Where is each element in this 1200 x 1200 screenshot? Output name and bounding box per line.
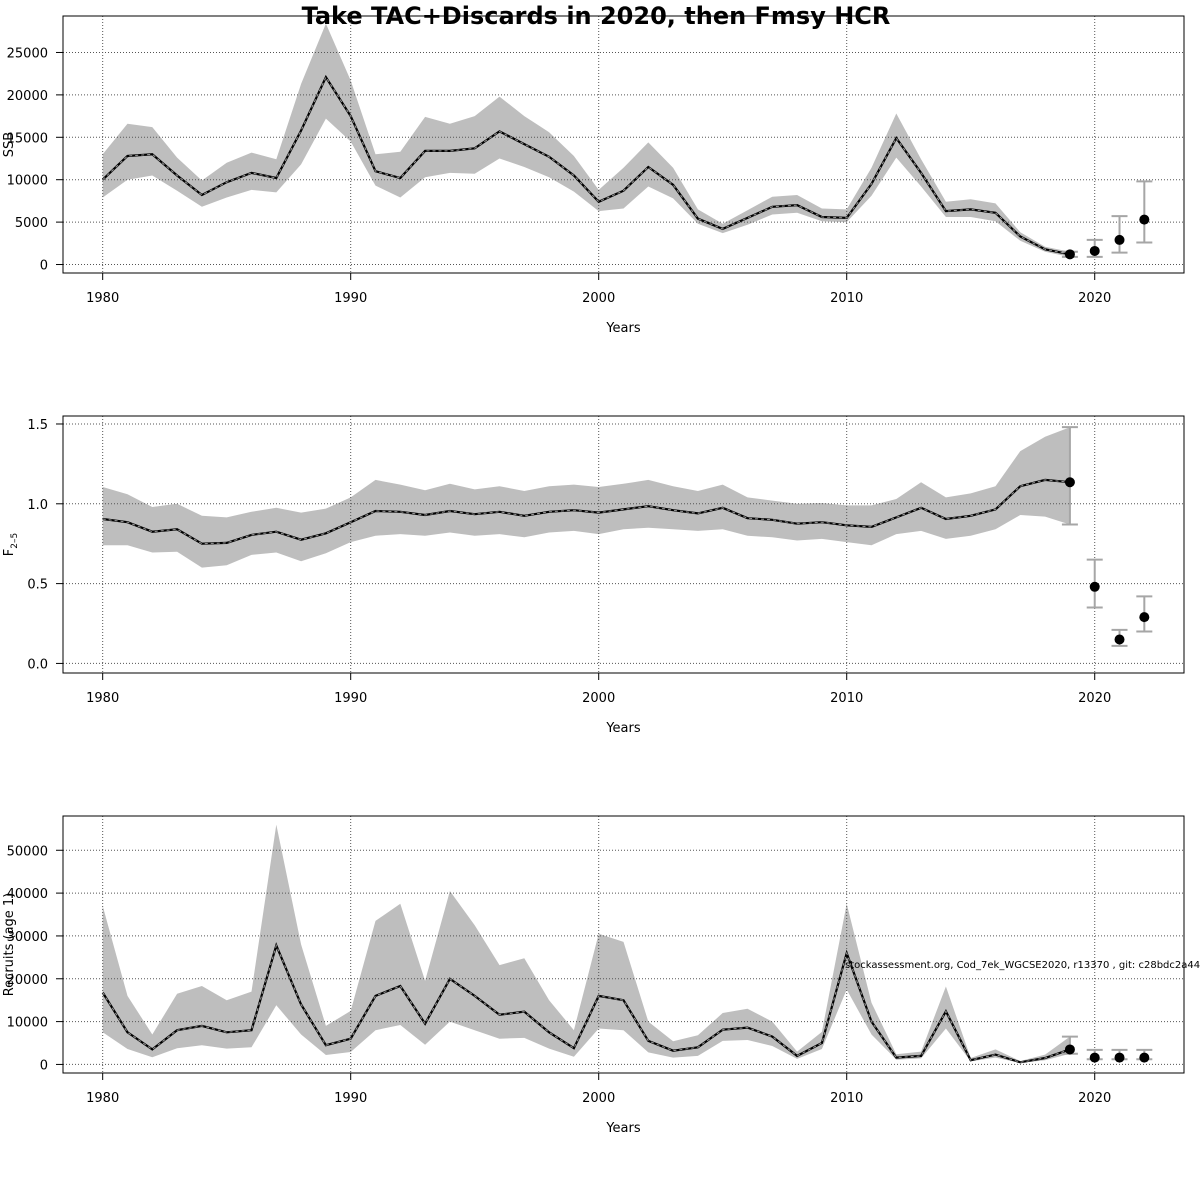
panel-fbar: 1980 1990 2000 2010 2020 0.0 0.5 1.0 1.5 Years F2–… bbox=[2, 415, 1185, 736]
forecast-point bbox=[1089, 581, 1100, 592]
estimate-line-dash bbox=[102, 943, 1071, 1063]
x-tick-label: 2020 bbox=[1078, 291, 1111, 306]
confidence-band bbox=[102, 23, 1070, 257]
y-tick-label: 50000 bbox=[7, 844, 48, 859]
confidence-band bbox=[102, 824, 1070, 1063]
y-axis-label: SSB bbox=[2, 132, 17, 157]
y-tick-label: 0 bbox=[40, 259, 48, 274]
y-tick-label: 30000 bbox=[7, 930, 48, 945]
y-tick-label: 5000 bbox=[15, 216, 48, 231]
forecast-point bbox=[1114, 1052, 1125, 1063]
forecast-point bbox=[1139, 612, 1150, 623]
footnote: stockassessment.org, Cod_7ek_WGCSE2020, … bbox=[845, 960, 1200, 971]
x-tick-label: 2010 bbox=[830, 691, 863, 706]
plot-frame bbox=[62, 815, 1185, 1074]
y-tick-label: 0 bbox=[40, 1058, 48, 1073]
forecast-point bbox=[1064, 477, 1075, 488]
forecast-point bbox=[1064, 249, 1075, 260]
x-axis-label: Years bbox=[605, 1121, 641, 1136]
x-tick-label: 1980 bbox=[86, 291, 119, 306]
estimate-line bbox=[101, 74, 1071, 256]
y-tick-label: 15000 bbox=[7, 131, 48, 146]
y-tick-label: 25000 bbox=[7, 46, 48, 61]
plot-frame bbox=[62, 15, 1185, 274]
estimate-line-dash bbox=[102, 479, 1070, 545]
forecast-point bbox=[1089, 245, 1100, 256]
x-tick-label: 2020 bbox=[1078, 691, 1111, 706]
confidence-band bbox=[102, 427, 1070, 568]
x-tick-label: 2010 bbox=[830, 1091, 863, 1106]
y-axis-label: Recruits (age 1) bbox=[2, 893, 17, 997]
forecast-point bbox=[1089, 1052, 1100, 1063]
plot-frame bbox=[62, 415, 1185, 674]
forecast-point bbox=[1114, 234, 1125, 245]
forecast-point bbox=[1114, 634, 1125, 645]
y-tick-label: 20000 bbox=[7, 973, 48, 988]
y-tick-label: 0.5 bbox=[27, 578, 48, 593]
x-tick-label: 1980 bbox=[86, 691, 119, 706]
x-tick-label: 2000 bbox=[582, 291, 615, 306]
y-tick-label: 1.0 bbox=[27, 498, 48, 513]
panel-recruits: 1980 1990 2000 2010 2020 0 10000 20000 30000 4000… bbox=[2, 815, 1185, 1136]
x-tick-label: 1990 bbox=[334, 291, 367, 306]
forecast-errorbar bbox=[1111, 215, 1128, 254]
panel-ssb: 1980 1990 2000 2010 2020 0 5000 10000 15000 20000… bbox=[2, 15, 1185, 336]
x-tick-label: 2000 bbox=[582, 691, 615, 706]
y-tick-label: 40000 bbox=[7, 887, 48, 902]
x-tick-label: 1990 bbox=[334, 691, 367, 706]
forecast-point bbox=[1064, 1044, 1075, 1055]
x-axis-label: Years bbox=[605, 721, 641, 736]
forecast-errorbar bbox=[1136, 180, 1153, 244]
y-axis-label: F2–5 bbox=[2, 533, 20, 556]
forecast-point bbox=[1139, 214, 1150, 225]
y-tick-label: 20000 bbox=[7, 89, 48, 104]
y-axis-label-main: F bbox=[2, 549, 17, 556]
panels: 1980 1990 2000 2010 202005000100001500020000… bbox=[2, 15, 1185, 1136]
x-tick-label: 2010 bbox=[830, 291, 863, 306]
x-axis-label: Years bbox=[605, 321, 641, 336]
y-axis-label-subscript: 2–5 bbox=[10, 533, 20, 549]
x-tick-label: 1980 bbox=[86, 1091, 119, 1106]
forecast-point bbox=[1139, 1052, 1150, 1063]
y-tick-label: 1.5 bbox=[27, 418, 48, 433]
y-tick-label: 10000 bbox=[7, 174, 48, 189]
forecast-errorbar bbox=[1061, 426, 1078, 526]
x-tick-label: 1990 bbox=[334, 1091, 367, 1106]
x-tick-label: 2020 bbox=[1078, 1091, 1111, 1106]
y-tick-label: 10000 bbox=[7, 1016, 48, 1031]
x-tick-label: 2000 bbox=[582, 1091, 615, 1106]
y-tick-label: 0.0 bbox=[27, 657, 48, 672]
